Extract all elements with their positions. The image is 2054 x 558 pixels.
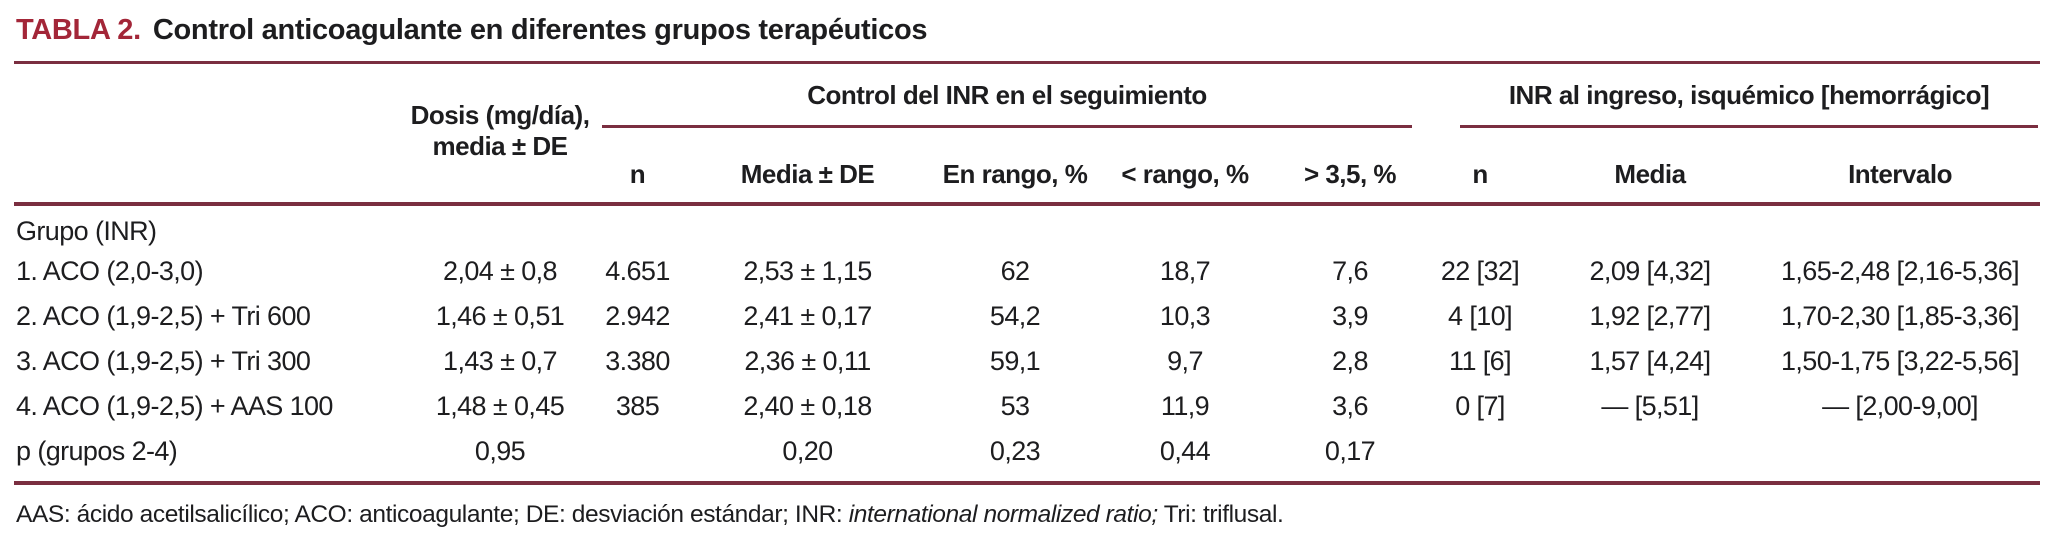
footnote-italic-text: international normalized ratio; [848,501,1158,528]
row-label: p (grupos 2-4) [16,435,178,466]
table-number-label: TABLA 2. [16,14,141,46]
footnote-text-end: Tri: triflusal. [1157,501,1284,528]
table-cell: 3.380 [605,346,670,376]
table-cell: 1,65-2,48 [2,16-5,36] [1780,256,2020,286]
table-cell: 4 [10] [1448,301,1513,331]
table-cell [600,429,675,479]
table-cell [1420,204,1540,249]
table-cell: 2,36 ± 0,11 [744,346,871,376]
table-cell: — [5,51] [1601,391,1699,421]
table-row-grupo-inr: Grupo (INR) [14,204,2040,249]
table-cell: 1,57 [4,24] [1589,346,1712,376]
table-cell: 1,46 ± 0,51 [435,301,565,331]
column-header-media-ingreso: Media [1614,158,1686,189]
group-header-control-inr: Control del INR en el seguimiento [600,64,1420,142]
table-cell: 11 [6] [1449,346,1512,376]
column-header-menor-rango: < rango, % [1121,158,1249,189]
table-cell: 7,6 [1332,256,1368,286]
table-cell: 0 [7] [1455,391,1505,421]
table-row-p-value: p (grupos 2-4) 0,95 0,20 0,23 0,44 0,17 [14,429,2040,479]
data-table: Dosis (mg/día), media ± DE Control del I… [14,64,2041,479]
table-cell: 0,20 [782,435,833,466]
row-label: 1. ACO (2,0-3,0) [16,256,204,286]
table-cell: 18,7 [1159,256,1211,286]
column-header-n-seguimiento: n [629,158,646,189]
row-label: 4. ACO (1,9-2,5) + AAS 100 [16,391,333,421]
table-cell [675,204,940,249]
empty-corner-cell [14,64,400,204]
table-cell: 0,95 [474,435,526,466]
table-cell: 2,8 [1332,346,1368,376]
table-cell: 4.651 [605,256,670,286]
table-row-aco: 1. ACO (2,0-3,0) 2,04 ± 0,8 4.651 2,53 ±… [14,249,2040,294]
table-cell: 2,04 ± 0,8 [443,256,558,286]
bottom-rule-divider [14,481,2040,485]
row-label: 2. ACO (1,9-2,5) + Tri 600 [16,301,311,331]
table-cell: 1,92 [2,77] [1589,301,1712,331]
table-cell [1540,204,1760,249]
table-cell: 62 [1000,256,1030,286]
table-cell: 2,41 ± 0,17 [743,301,872,331]
table-cell: 2,53 ± 1,15 [743,256,872,286]
table-footnote: AAS: ácido acetilsalicílico; ACO: antico… [14,501,2040,529]
table-cell [1760,429,2040,479]
table-cell: 3,6 [1332,391,1368,421]
column-header-media-de: Media ± DE [740,158,875,189]
table-cell: 10,3 [1159,301,1211,331]
footnote-text: AAS: ácido acetilsalicílico; ACO: antico… [16,501,849,528]
table-cell [940,204,1090,249]
table-cell: 2,40 ± 0,18 [743,391,872,421]
column-header-mayor-35: > 3,5, % [1303,158,1397,189]
top-rule-divider [14,61,2040,64]
table-cell [1760,204,2040,249]
group-header-inr-ingreso: INR al ingreso, isquémico [hemorrágico] [1420,64,2040,142]
table-cell: — [2,00-9,00] [1822,391,1978,421]
column-header-intervalo: Intervalo [1848,158,1952,189]
table-cell: 1,70-2,30 [1,85-3,36] [1780,301,2020,331]
group-header-inr-ingreso-label: INR al ingreso, isquémico [hemorrágico] [1460,80,2039,128]
table-cell [1090,204,1280,249]
dosis-header-line1: Dosis (mg/día), [410,100,590,131]
table-row-aco-tri600: 2. ACO (1,9-2,5) + Tri 600 1,46 ± 0,51 2… [14,294,2040,339]
table-cell [1420,429,1540,479]
sub-header-row: n Media ± DE En rango, % < rango, % > 3,… [14,142,2041,204]
group-header-control-inr-label: Control del INR en el seguimiento [602,80,1413,128]
table-cell: 2.942 [605,301,670,331]
table-cell: 385 [615,391,660,421]
row-label: 3. ACO (1,9-2,5) + Tri 300 [16,346,311,376]
table-cell: 3,9 [1332,301,1368,331]
table-cell: 1,43 ± 0,7 [443,346,558,376]
table-cell: 1,50-1,75 [3,22-5,56] [1780,346,2020,376]
table-cell: 0,44 [1159,435,1211,466]
table-row-aco-aas100: 4. ACO (1,9-2,5) + AAS 100 1,48 ± 0,45 3… [14,384,2040,429]
table-cell [1540,429,1760,479]
table-cell: 53 [1000,391,1030,421]
table-cell: 1,48 ± 0,45 [435,391,565,421]
table-caption: TABLA 2. Control anticoagulante en difer… [14,8,2040,61]
table-cell [600,204,675,249]
table-cell: 22 [32] [1440,256,1520,286]
table-cell [400,204,600,249]
group-header-row: Dosis (mg/día), media ± DE Control del I… [14,64,2040,161]
table-cell [1280,204,1420,249]
table-cell: 2,09 [4,32] [1589,256,1712,286]
table-cell: 0,23 [989,435,1041,466]
table-cell: 11,9 [1160,391,1210,421]
table-cell: 59,1 [989,346,1041,376]
table-row-aco-tri300: 3. ACO (1,9-2,5) + Tri 300 1,43 ± 0,7 3.… [14,339,2040,384]
column-header-dosis: Dosis (mg/día), media ± DE [400,64,600,204]
table-cell: 9,7 [1167,346,1203,376]
dosis-header-line2: media ± DE [432,131,568,161]
table-title: Control anticoagulante en diferentes gru… [152,14,928,46]
column-header-en-rango: En rango, % [942,158,1088,189]
row-label: Grupo (INR) [16,216,157,246]
table-cell: 0,17 [1324,435,1376,466]
column-header-n-ingreso: n [1472,158,1488,189]
table-cell: 54,2 [989,301,1041,331]
